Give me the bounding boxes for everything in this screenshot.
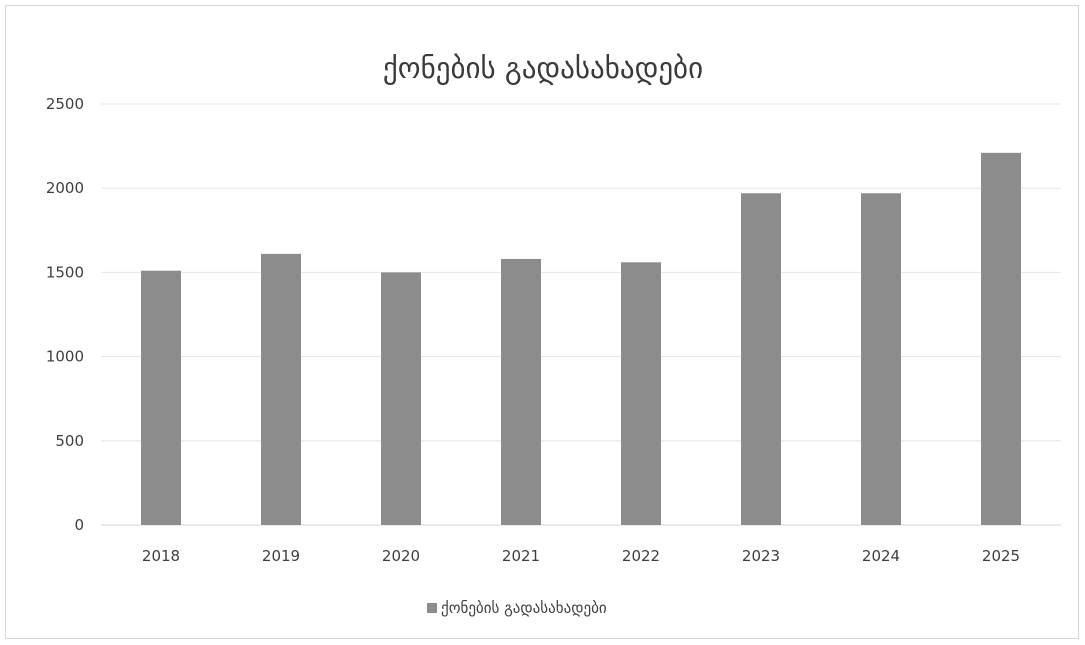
bar-2025 <box>981 152 1021 525</box>
bar-2022 <box>621 262 661 525</box>
chart-frame: ქონების გადასახადები 2018 2019 2020 2021 202… <box>5 5 1079 639</box>
bar-2021 <box>501 258 541 525</box>
x-tick-label: 2022 <box>622 547 660 565</box>
bar-2018 <box>141 270 181 525</box>
x-tick-label: 2019 <box>262 547 300 565</box>
x-tick-label: 2018 <box>142 547 180 565</box>
legend-label: ქონების გადასახადები <box>441 599 607 617</box>
x-tick-label: 2020 <box>382 547 420 565</box>
chart-svg: ქონების გადასახადები 2018 2019 2020 2021 202… <box>46 51 1061 617</box>
bar-2024 <box>861 193 901 525</box>
bar-2020 <box>381 272 421 525</box>
y-tick-label: 1000 <box>46 348 84 366</box>
y-tick-label: 500 <box>55 432 84 450</box>
chart-title: ქონების გადასახადები <box>383 51 703 85</box>
bar-2023 <box>741 193 781 525</box>
x-tick-label: 2025 <box>982 547 1020 565</box>
legend: ქონების გადასახადები <box>427 599 607 617</box>
grid-layer <box>101 103 1061 526</box>
legend-swatch <box>427 603 437 613</box>
y-tick-label: 2000 <box>46 179 84 197</box>
y-axis-ticks: 0 500 1000 1500 2000 2500 <box>46 95 84 534</box>
x-tick-label: 2021 <box>502 547 540 565</box>
y-tick-label: 2500 <box>46 95 84 113</box>
y-tick-label: 0 <box>74 516 84 534</box>
bar-2019 <box>261 253 301 525</box>
bars-layer <box>141 152 1021 525</box>
x-tick-label: 2024 <box>862 547 900 565</box>
x-axis-ticks: 2018 2019 2020 2021 2022 2023 2024 2025 <box>142 547 1020 565</box>
y-tick-label: 1500 <box>46 263 84 281</box>
x-tick-label: 2023 <box>742 547 780 565</box>
